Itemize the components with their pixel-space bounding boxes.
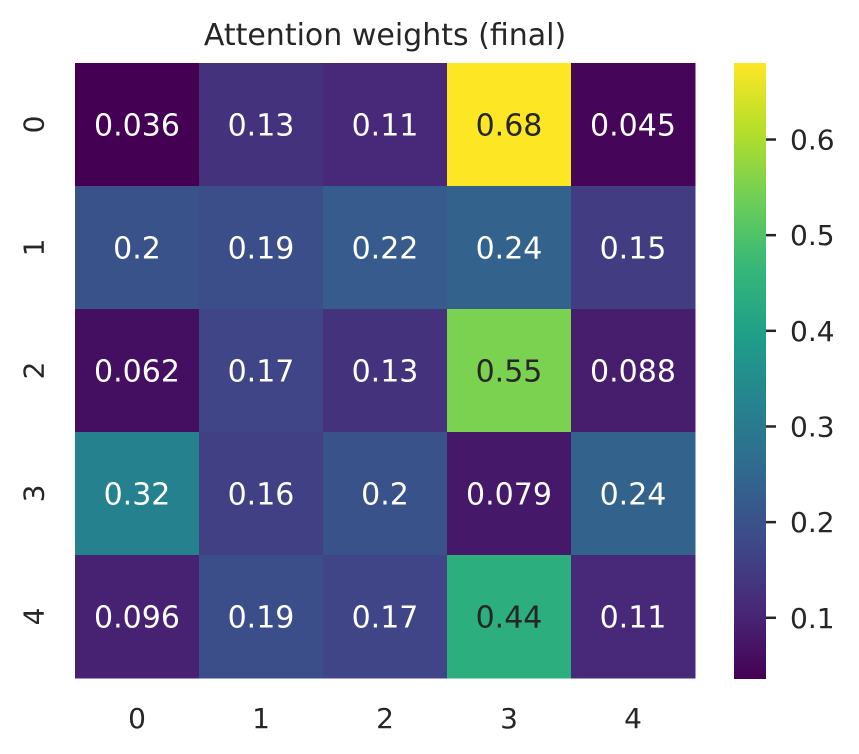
colorbar-ticks: 0.1 0.2 0.3 0.4 0.5 0.6 (766, 124, 835, 635)
heatmap-cell (75, 63, 200, 187)
colorbar-tick-label: 0.5 (790, 219, 835, 252)
heatmap-cell (447, 186, 572, 310)
cell-value-label: 0.55 (476, 355, 543, 390)
heatmap-cell (75, 186, 200, 310)
cell-value-label: 0.13 (352, 355, 419, 390)
heatmap-cell (75, 555, 200, 679)
cell-value-label: 0.44 (476, 601, 543, 636)
x-tick-label: 0 (128, 702, 146, 735)
cell-value-label: 0.036 (94, 109, 180, 144)
heatmap-cell (199, 186, 324, 310)
heatmap-cell (75, 309, 200, 433)
heatmap-cells: 0.036 0.13 0.11 0.68 0.045 0.2 0.19 0.22 0.24 0.1… (75, 63, 696, 679)
heatmap-cell (447, 432, 572, 556)
cell-value-label: 0.32 (104, 478, 171, 513)
cell-value-label: 0.24 (600, 478, 667, 513)
x-tick-label: 1 (252, 702, 270, 735)
cell-value-label: 0.15 (600, 232, 667, 267)
cell-value-label: 0.11 (600, 601, 667, 636)
heatmap-cell (571, 186, 696, 310)
cell-value-label: 0.22 (352, 232, 419, 267)
x-axis-ticks: 0 1 2 3 4 (128, 702, 642, 735)
cell-value-label: 0.11 (352, 109, 419, 144)
y-tick-label: 4 (18, 608, 51, 626)
heatmap-cell (199, 555, 324, 679)
colorbar-tick-label: 0.3 (790, 410, 835, 443)
heatmap-cell (199, 309, 324, 433)
heatmap-cell (323, 432, 448, 556)
heatmap-cell (323, 186, 448, 310)
x-tick-label: 3 (500, 702, 518, 735)
heatmap-cell (199, 432, 324, 556)
x-tick-label: 2 (376, 702, 394, 735)
cell-value-label: 0.088 (590, 355, 676, 390)
heatmap-cell (447, 63, 572, 187)
cell-value-label: 0.062 (94, 355, 180, 390)
heatmap-cell (571, 63, 696, 187)
x-tick-label: 4 (624, 702, 642, 735)
y-tick-label: 1 (18, 239, 51, 257)
cell-value-label: 0.24 (476, 232, 543, 267)
y-axis-ticks: 0 1 2 3 4 (18, 116, 51, 626)
heatmap-cell (323, 309, 448, 433)
heatmap-cell (323, 555, 448, 679)
colorbar (734, 63, 766, 679)
heatmap-cell (323, 63, 448, 187)
cell-value-label: 0.19 (228, 601, 295, 636)
y-tick-label: 3 (18, 485, 51, 503)
cell-value-label: 0.17 (228, 355, 295, 390)
heatmap-cell (447, 309, 572, 433)
colorbar-tick-label: 0.1 (790, 602, 835, 635)
heatmap-cell (75, 432, 200, 556)
heatmap-cell (571, 309, 696, 433)
cell-value-label: 0.079 (466, 478, 552, 513)
colorbar-tick-label: 0.2 (790, 506, 835, 539)
heatmap-cell (447, 555, 572, 679)
chart-title: Attention weights (final) (204, 18, 566, 53)
colorbar-tick-label: 0.6 (790, 124, 835, 157)
heatmap-cell (199, 63, 324, 187)
cell-value-label: 0.045 (590, 109, 676, 144)
heatmap-cell (571, 555, 696, 679)
cell-value-label: 0.2 (113, 232, 161, 267)
cell-value-label: 0.2 (361, 478, 409, 513)
cell-value-label: 0.13 (228, 109, 295, 144)
y-tick-label: 0 (18, 116, 51, 134)
cell-value-label: 0.17 (352, 601, 419, 636)
cell-value-label: 0.16 (228, 478, 295, 513)
y-tick-label: 2 (18, 362, 51, 380)
cell-value-label: 0.096 (94, 601, 180, 636)
cell-value-label: 0.68 (476, 109, 543, 144)
colorbar-tick-label: 0.4 (790, 315, 835, 348)
heatmap-cell (571, 432, 696, 556)
cell-value-label: 0.19 (228, 232, 295, 267)
